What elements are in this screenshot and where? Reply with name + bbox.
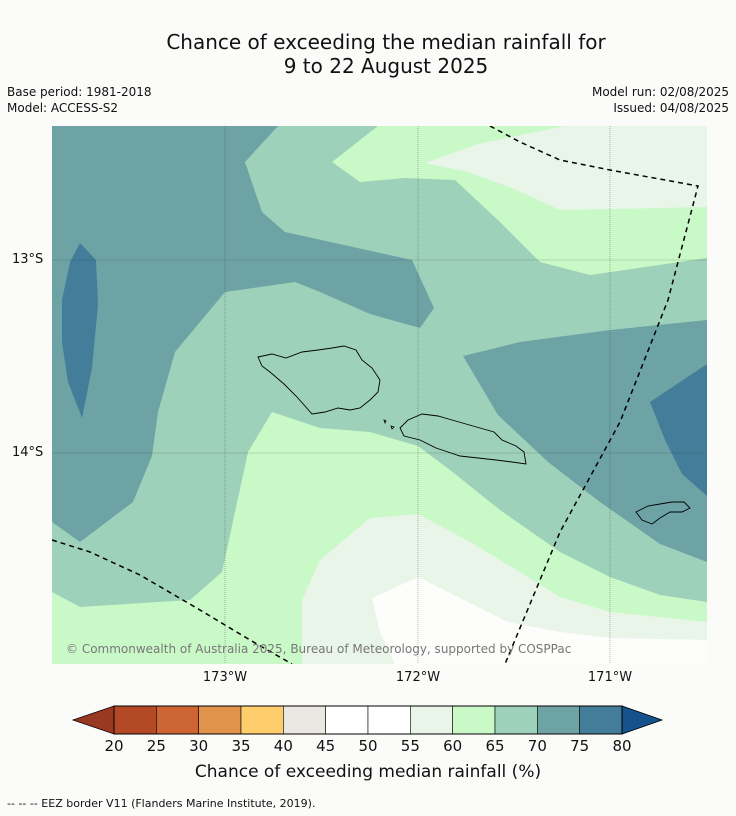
map-title: Chance of exceeding the median rainfall … (0, 30, 736, 78)
title-line-1: Chance of exceeding the median rainfall … (166, 30, 606, 54)
legend-tick-label: 80 (612, 737, 632, 755)
legend-tick-label: 70 (527, 737, 547, 755)
graticule (52, 126, 707, 664)
contour-70-75-east (463, 320, 707, 562)
legend-tick-label: 25 (146, 737, 166, 755)
title-line-2: 9 to 22 August 2025 (283, 54, 489, 78)
legend-tick-label: 55 (400, 737, 420, 755)
legend-tick-label: 65 (485, 737, 505, 755)
legend-cell (537, 705, 580, 735)
lat-label-13s: 13°S (12, 252, 44, 267)
legend-cell (367, 705, 411, 735)
legend-tick-label: 30 (189, 737, 209, 755)
legend-tick-label: 45 (316, 737, 336, 755)
contour-70-75-west (52, 126, 434, 542)
legend-tick-label: 60 (443, 737, 463, 755)
contour-75-80-west (62, 243, 98, 418)
legend-cell (283, 705, 326, 735)
lon-label-173w: 173°W (202, 670, 248, 685)
eez-border-east (489, 126, 699, 664)
legend-outline (113, 705, 623, 735)
small-islet-2 (390, 425, 395, 430)
meta-right: Model run: 02/08/2025 Issued: 04/08/2025 (592, 84, 729, 116)
upolu-island (399, 413, 527, 465)
legend-arrow-high (621, 705, 664, 735)
legend-colorbar (71, 705, 664, 735)
meta-left: Base period: 1981-2018 Model: ACCESS-S2 (7, 84, 152, 116)
lat-label-14s: 14°S (12, 445, 44, 460)
legend-tick-label: 20 (104, 737, 124, 755)
legend-tick-label: 40 (273, 737, 293, 755)
legend-title: Chance of exceeding median rainfall (%) (194, 762, 542, 782)
legend-tick-label: 75 (570, 737, 590, 755)
contour-45-55-south (372, 577, 707, 664)
legend-tick-label: 50 (358, 737, 378, 755)
legend-arrow-low (71, 705, 115, 735)
legend-cell (494, 705, 538, 735)
legend-cell (113, 705, 157, 735)
base-period: Base period: 1981-2018 (7, 85, 152, 99)
copyright-notice: © Commonwealth of Australia 2025, Bureau… (66, 642, 572, 656)
legend-cell (452, 705, 496, 735)
lon-label-172w: 172°W (395, 670, 441, 685)
legend-tick-label: 35 (231, 737, 251, 755)
small-islet-1 (383, 419, 387, 425)
savaii-island (257, 345, 381, 415)
model-run: Model run: 02/08/2025 (591, 85, 729, 99)
model-name: Model: ACCESS-S2 (7, 101, 119, 115)
eez-border-southwest (52, 539, 293, 664)
issued-date: Issued: 04/08/2025 (613, 101, 729, 115)
tutuila-island (635, 501, 691, 525)
legend-cell (579, 705, 623, 735)
legend-cell (410, 705, 453, 735)
legend-cell (240, 705, 284, 735)
eez-border-note: -- -- -- EEZ border V11 (Flanders Marine… (7, 797, 316, 810)
legend-cell (325, 705, 369, 735)
legend-cell (156, 705, 199, 735)
legend-cell (198, 705, 242, 735)
contour-75-80-east (650, 364, 707, 496)
lon-label-171w: 171°W (587, 670, 633, 685)
rainfall-map (52, 126, 707, 664)
contour-55-60-north (425, 126, 707, 210)
